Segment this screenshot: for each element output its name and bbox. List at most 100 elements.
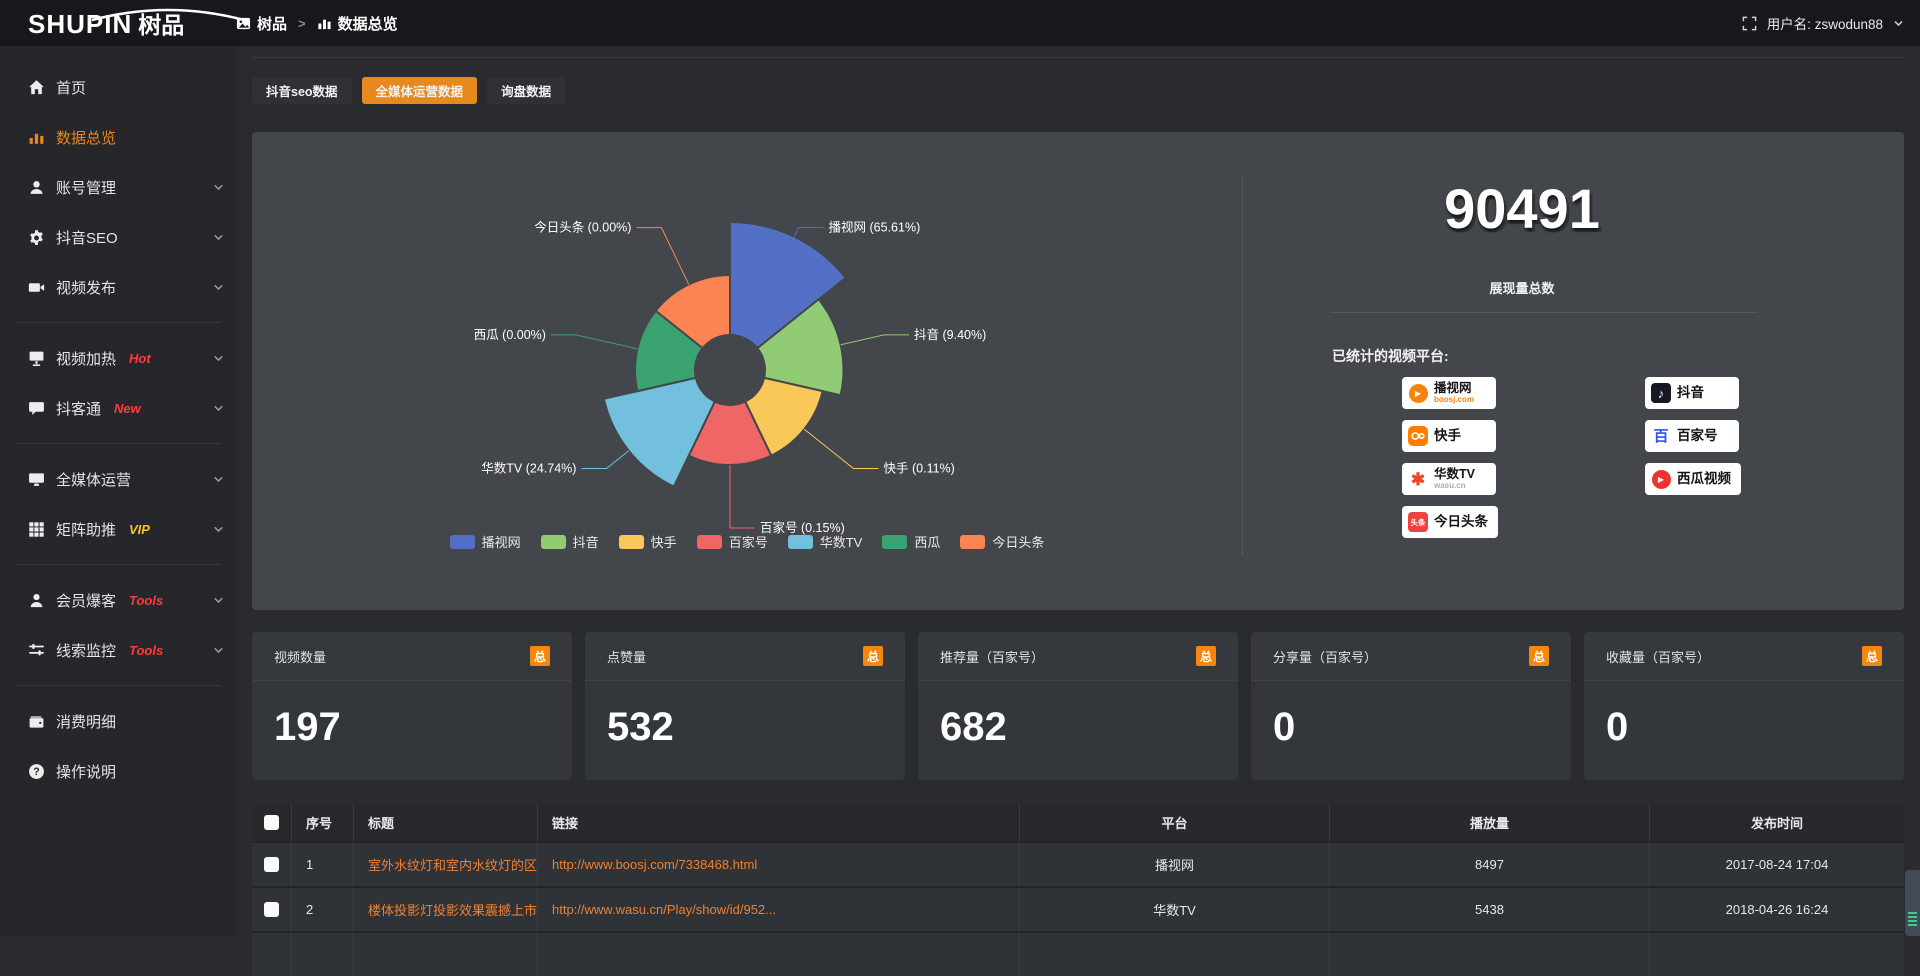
pie-label-抖音: 抖音 (9.40%) [914, 327, 986, 342]
sidebar-divider [15, 564, 221, 565]
chevron-down-icon[interactable] [213, 182, 224, 193]
sidebar-item-label: 数据总览 [56, 127, 116, 148]
chevron-down-icon[interactable] [1893, 18, 1904, 29]
legend-item-百家号[interactable]: 百家号 [697, 532, 768, 551]
sidebar-item-badge: Tools [129, 593, 163, 608]
legend-label: 抖音 [573, 532, 599, 551]
legend-item-今日头条[interactable]: 今日头条 [960, 532, 1044, 551]
widget-bar [1908, 916, 1917, 918]
sidebar-item-数据总览[interactable]: 数据总览 [0, 112, 236, 162]
app-logo: SHUPIN 树品 [0, 6, 236, 40]
boosj-logo-icon: ▶ [1408, 383, 1428, 403]
logo-arc-icon [88, 8, 248, 22]
donut-hole [694, 334, 766, 406]
column-header-标题: 标题 [354, 803, 538, 841]
tab-抖音seo数据[interactable]: 抖音seo数据 [252, 77, 352, 104]
person-icon [28, 592, 45, 609]
column-header-发布时间: 发布时间 [1650, 803, 1904, 841]
chevron-down-icon[interactable] [213, 232, 224, 243]
platform-name: 快手 [1434, 429, 1461, 443]
tab-询盘数据[interactable]: 询盘数据 [487, 77, 565, 104]
tab-全媒体运营数据[interactable]: 全媒体运营数据 [362, 77, 478, 104]
svg-text:?: ? [33, 766, 39, 778]
chevron-down-icon[interactable] [213, 353, 224, 364]
platform-name: 华数TV [1434, 468, 1475, 481]
chevron-down-icon[interactable] [213, 595, 224, 606]
empty-cell [1330, 931, 1650, 976]
label-leader-line [581, 451, 628, 469]
screen-icon [28, 471, 45, 488]
column-header-链接: 链接 [538, 803, 1020, 841]
select-all-cell [252, 803, 292, 841]
cell-title-link[interactable]: 楼体投影灯投影效果震撼上市 [354, 886, 538, 931]
checkbox-cell [252, 886, 292, 931]
cell-url-link[interactable]: http://www.wasu.cn/Play/show/id/952... [538, 886, 1020, 931]
douyin-logo-icon: ♪ [1651, 383, 1671, 403]
label-leader-line [794, 228, 823, 237]
sidebar-item-账号管理[interactable]: 账号管理 [0, 162, 236, 212]
sidebar-item-label: 视频加热 [56, 348, 116, 369]
sidebar-item-视频发布[interactable]: 视频发布 [0, 262, 236, 312]
stat-card-value: 197 [252, 681, 572, 750]
sidebar-item-首页[interactable]: 首页 [0, 62, 236, 112]
sidebar-item-抖音SEO[interactable]: 抖音SEO [0, 212, 236, 262]
summary-divider [1330, 312, 1758, 313]
cell-index: 1 [292, 841, 354, 886]
row-checkbox[interactable] [264, 902, 279, 917]
overview-panel: 播视网 (65.61%)抖音 (9.40%)快手 (0.11%)百家号 (0.1… [252, 132, 1904, 610]
home-icon [28, 79, 45, 96]
row-checkbox[interactable] [264, 857, 279, 872]
legend-item-西瓜[interactable]: 西瓜 [882, 532, 940, 551]
toutiao-logo-icon: 头条 [1408, 512, 1428, 532]
legend-swatch [960, 535, 985, 549]
cell-url-link[interactable]: http://www.boosj.com/7338468.html [538, 841, 1020, 886]
cell-views: 5438 [1330, 886, 1650, 931]
kuaishou-logo-icon [1408, 426, 1428, 446]
sidebar-item-操作说明[interactable]: ?操作说明 [0, 746, 236, 796]
legend-item-抖音[interactable]: 抖音 [541, 532, 599, 551]
legend-swatch [541, 535, 566, 549]
legend-swatch [697, 535, 722, 549]
main-content: 抖音seo数据全媒体运营数据询盘数据 播视网 (65.61%)抖音 (9.40%… [236, 46, 1920, 936]
sidebar-divider [15, 443, 221, 444]
platform-badge-百家号: 百百家号 [1645, 420, 1739, 452]
stat-card-value: 0 [1251, 681, 1571, 750]
select-all-checkbox[interactable] [264, 815, 279, 830]
xigua-logo-icon: ▶ [1651, 469, 1671, 489]
label-leader-line [730, 465, 755, 528]
cell-time: 2017-08-24 17:04 [1650, 841, 1904, 886]
breadcrumb-label: 树品 [257, 13, 287, 34]
stat-card-header: 视频数量总 [252, 632, 572, 681]
label-leader-line [551, 335, 637, 349]
chevron-down-icon[interactable] [213, 282, 224, 293]
fullscreen-icon[interactable] [1742, 16, 1757, 31]
breadcrumb-current[interactable]: 数据总览 [317, 13, 398, 34]
sidebar-item-全媒体运营[interactable]: 全媒体运营 [0, 454, 236, 504]
chevron-down-icon[interactable] [213, 474, 224, 485]
table-row-partial [252, 931, 1904, 976]
floating-service-widget[interactable] [1905, 870, 1920, 936]
legend-item-播视网[interactable]: 播视网 [450, 532, 521, 551]
legend-item-华数TV[interactable]: 华数TV [788, 532, 863, 551]
empty-cell [252, 931, 292, 976]
username-label[interactable]: 用户名: zswodun88 [1767, 13, 1883, 33]
cell-title-link[interactable]: 室外水纹灯和室内水纹灯的区别和简介 [354, 841, 538, 886]
legend-item-快手[interactable]: 快手 [619, 532, 677, 551]
cell-index: 2 [292, 886, 354, 931]
chevron-down-icon[interactable] [213, 524, 224, 535]
total-badge: 总 [1862, 646, 1882, 666]
legend-swatch [450, 535, 475, 549]
sidebar-item-消费明细[interactable]: 消费明细 [0, 696, 236, 746]
chevron-down-icon[interactable] [213, 403, 224, 414]
chart-legend: 播视网 抖音 快手 百家号 华数TV 西瓜 今日头条 [252, 532, 1242, 551]
checkbox-cell [252, 841, 292, 886]
chevron-down-icon[interactable] [213, 645, 224, 656]
